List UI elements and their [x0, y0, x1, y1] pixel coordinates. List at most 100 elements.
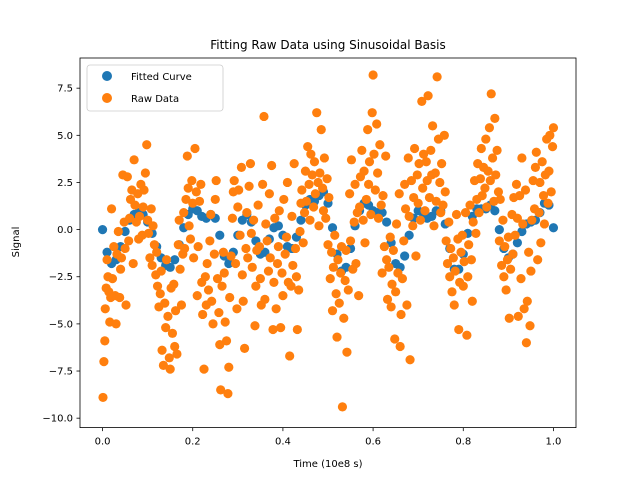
raw-data-point [497, 260, 507, 271]
raw-data-point [397, 274, 407, 284]
raw-data-point [314, 221, 324, 231]
raw-data-point [487, 153, 498, 163]
raw-data-point [303, 142, 313, 152]
raw-data-point [429, 221, 439, 231]
raw-data-point [430, 168, 440, 178]
raw-data-point [405, 355, 415, 365]
raw-data-point [143, 228, 154, 238]
raw-data-point [307, 170, 317, 180]
raw-data-point [286, 281, 296, 291]
fitted-curve-point [102, 247, 112, 257]
x-axis-label: Time (10e8 s) [292, 459, 362, 470]
raw-data-point [155, 289, 165, 299]
raw-data-point [424, 192, 435, 203]
raw-data-point [187, 175, 197, 186]
raw-data-point [440, 187, 450, 197]
raw-data-point [182, 151, 192, 161]
raw-data-point [449, 300, 459, 310]
raw-data-point [340, 275, 350, 286]
raw-data-point [100, 336, 110, 346]
raw-data-point [107, 274, 118, 284]
raw-data-point [328, 262, 339, 272]
raw-data-point [165, 364, 175, 374]
raw-data-point [381, 151, 391, 161]
raw-data-point [501, 285, 511, 295]
y-tick-label: −2.5 [49, 272, 73, 283]
raw-data-point [420, 206, 430, 216]
raw-data-point [511, 179, 522, 189]
raw-data-point [406, 175, 417, 186]
fitted-curve-point [224, 258, 234, 269]
raw-data-point [412, 170, 422, 180]
raw-data-point [382, 294, 393, 304]
raw-data-point [444, 217, 454, 227]
raw-data-point [196, 179, 206, 189]
raw-data-point [548, 123, 559, 133]
legend-label-fitted-curve: Fitted Curve [131, 72, 192, 83]
raw-data-point [325, 274, 335, 284]
raw-data-point [255, 274, 265, 284]
raw-data-point [113, 226, 123, 237]
raw-data-point [354, 202, 365, 212]
raw-data-point [147, 260, 157, 271]
raw-data-point [345, 236, 356, 246]
y-tick-label: 5.0 [57, 131, 73, 142]
raw-data-point [545, 130, 555, 140]
raw-data-point [384, 262, 394, 272]
raw-data-point [459, 257, 469, 267]
raw-data-point [386, 302, 396, 312]
raw-data-point [331, 289, 341, 299]
raw-data-point [387, 279, 397, 289]
raw-data-point [243, 253, 253, 263]
raw-data-point [102, 255, 112, 265]
raw-data-point [98, 392, 108, 403]
raw-data-point [191, 187, 201, 197]
raw-data-point [244, 181, 254, 191]
raw-data-point [206, 209, 216, 220]
raw-data-point [272, 258, 283, 269]
raw-data-point [342, 347, 352, 357]
raw-data-point [432, 72, 442, 82]
raw-data-point [317, 183, 328, 193]
raw-data-point [125, 213, 135, 223]
raw-data-point [498, 215, 508, 225]
raw-data-point [170, 341, 180, 352]
raw-data-point [437, 159, 447, 169]
raw-data-point [184, 221, 194, 231]
raw-data-point [175, 264, 185, 274]
fitted-curve-point [120, 226, 130, 237]
raw-data-point [310, 189, 320, 199]
x-tick-label: 0.0 [95, 437, 111, 448]
raw-data-point [351, 258, 361, 269]
raw-data-point [271, 304, 281, 314]
raw-data-point [199, 364, 209, 374]
raw-data-point [308, 202, 319, 212]
raw-data-point [289, 159, 299, 169]
raw-data-point [477, 191, 487, 201]
raw-data-point [185, 234, 196, 244]
raw-data-point [413, 198, 423, 208]
raw-data-point [370, 185, 380, 195]
raw-data-point [226, 251, 236, 261]
raw-data-point [322, 174, 332, 184]
raw-data-point [460, 208, 471, 218]
fitted-curve-point [327, 223, 338, 233]
raw-data-point [318, 206, 329, 216]
raw-data-point [323, 240, 333, 250]
raw-data-point [172, 349, 182, 359]
raw-data-point [465, 200, 475, 210]
raw-data-point [474, 208, 484, 218]
raw-data-point [341, 245, 351, 255]
raw-data-point [454, 324, 464, 335]
fitted-curve-point [512, 238, 522, 248]
raw-data-point [190, 143, 200, 154]
raw-data-point [267, 160, 277, 171]
raw-data-point [504, 313, 514, 323]
raw-data-point [100, 304, 110, 314]
raw-data-point [129, 155, 139, 165]
raw-data-point [467, 296, 477, 306]
raw-data-point [396, 309, 406, 320]
raw-data-point [207, 296, 217, 306]
raw-data-point [238, 296, 248, 306]
raw-data-point [130, 200, 140, 210]
